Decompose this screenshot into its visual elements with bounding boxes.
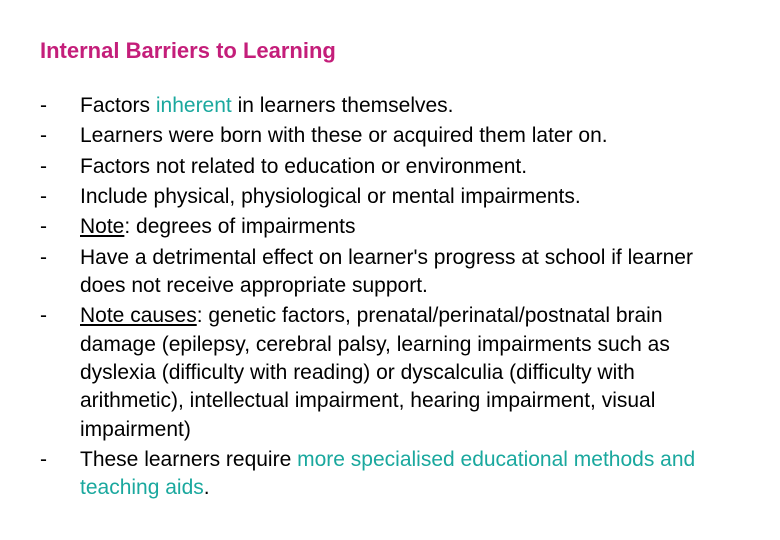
bullet-text: Factors inherent in learners themselves. <box>80 92 740 122</box>
text-segment: Include physical, physiological or menta… <box>80 185 581 208</box>
text-segment: Have a detrimental effect on learner's p… <box>80 246 693 297</box>
text-segment: Learners were born with these or acquire… <box>80 124 608 147</box>
bullet-text: Factors not related to education or envi… <box>80 153 740 183</box>
bullet-text: Include physical, physiological or menta… <box>80 183 740 213</box>
bullet-dash: - <box>40 92 80 122</box>
text-segment: Factors not related to education or envi… <box>80 155 527 178</box>
bullet-dash: - <box>40 244 80 303</box>
slide-container: Internal Barriers to Learning -Factors i… <box>0 0 780 535</box>
text-segment: Factors <box>80 94 156 117</box>
bullet-text: Have a detrimental effect on learner's p… <box>80 244 740 303</box>
bullet-row: -Factors inherent in learners themselves… <box>40 92 740 122</box>
bullet-row: -These learners require more specialised… <box>40 446 740 505</box>
bullet-dash: - <box>40 446 80 505</box>
bullet-dash: - <box>40 213 80 243</box>
bullet-row: -Include physical, physiological or ment… <box>40 183 740 213</box>
bullet-text: These learners require more specialised … <box>80 446 740 505</box>
bullet-row: -Note causes: genetic factors, prenatal/… <box>40 302 740 446</box>
bullet-text: Note: degrees of impairments <box>80 213 740 243</box>
bullet-row: -Learners were born with these or acquir… <box>40 122 740 152</box>
bullet-text: Note causes: genetic factors, prenatal/p… <box>80 302 740 446</box>
bullet-dash: - <box>40 302 80 446</box>
text-segment: : degrees of impairments <box>124 215 355 238</box>
text-segment: These learners require <box>80 448 297 471</box>
bullet-row: -Have a detrimental effect on learner's … <box>40 244 740 303</box>
slide-title: Internal Barriers to Learning <box>40 38 740 64</box>
text-segment: in learners themselves. <box>232 94 454 117</box>
bullet-dash: - <box>40 153 80 183</box>
text-segment: . <box>204 476 210 499</box>
bullet-row: -Note: degrees of impairments <box>40 213 740 243</box>
text-segment: Note causes <box>80 304 197 327</box>
bullet-row: -Factors not related to education or env… <box>40 153 740 183</box>
text-segment: inherent <box>156 94 232 117</box>
bullet-dash: - <box>40 183 80 213</box>
text-segment: Note <box>80 215 124 238</box>
bullet-list: -Factors inherent in learners themselves… <box>40 92 740 505</box>
bullet-dash: - <box>40 122 80 152</box>
bullet-text: Learners were born with these or acquire… <box>80 122 740 152</box>
